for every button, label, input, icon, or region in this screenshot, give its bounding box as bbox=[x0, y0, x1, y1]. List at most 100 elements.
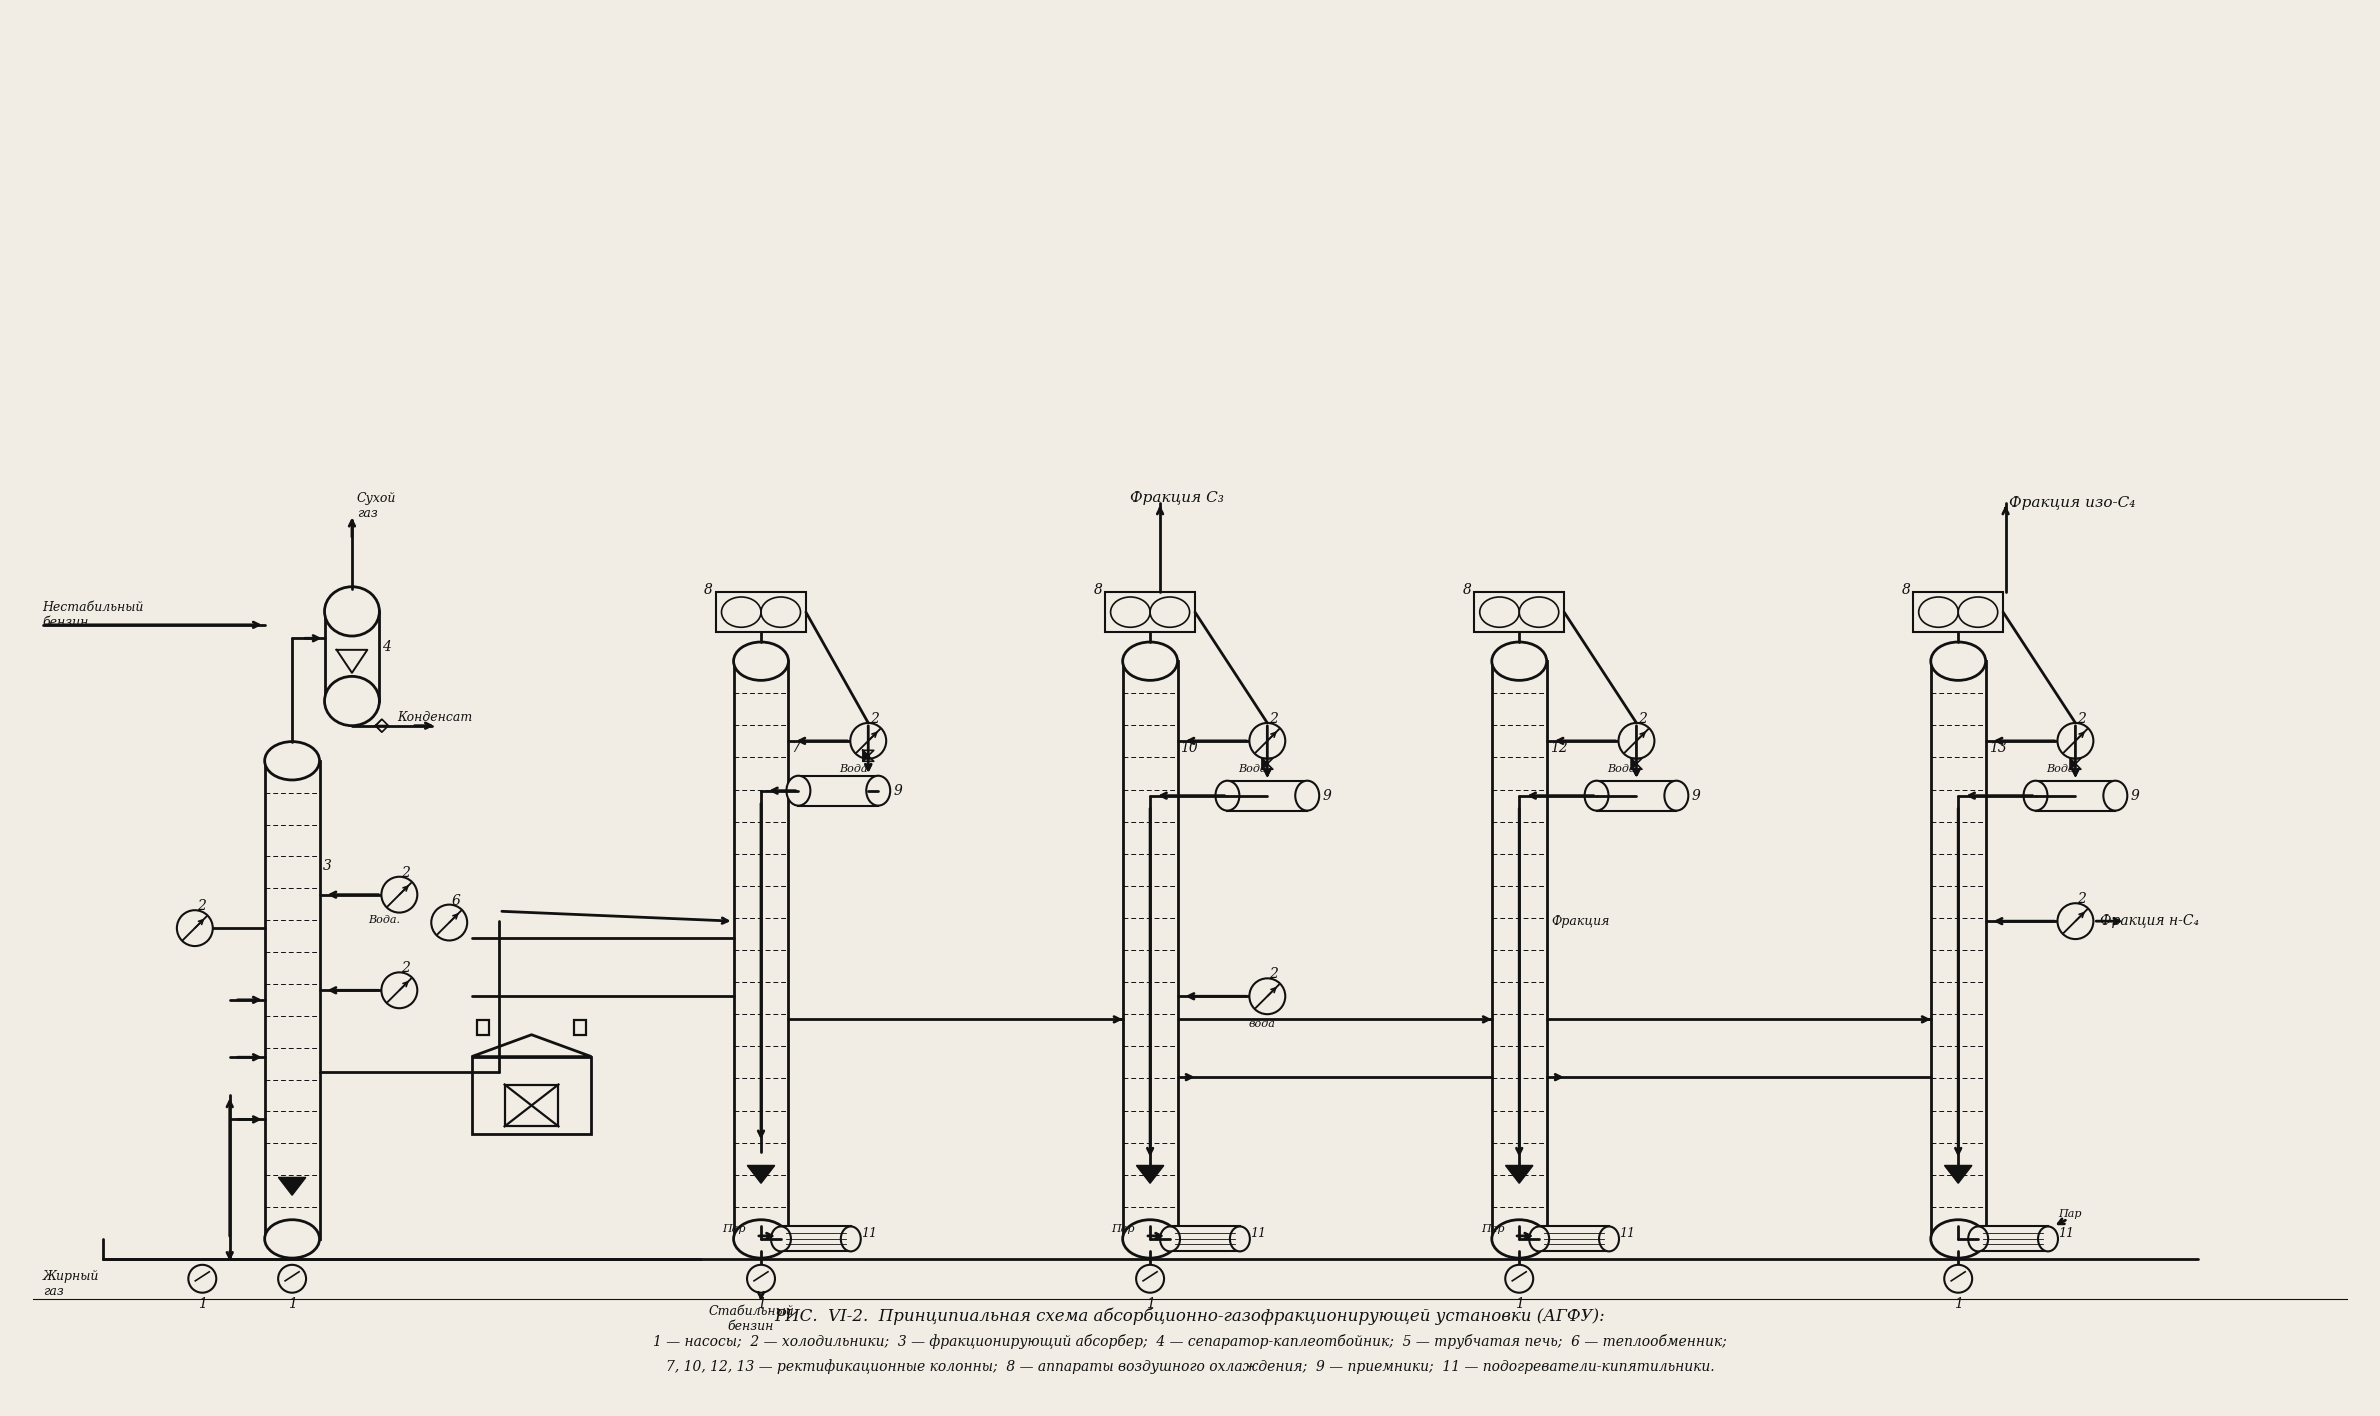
Text: 2: 2 bbox=[2078, 892, 2087, 906]
Ellipse shape bbox=[1930, 641, 1985, 680]
Text: 2: 2 bbox=[1269, 967, 1278, 981]
Circle shape bbox=[176, 910, 212, 946]
Circle shape bbox=[381, 973, 416, 1008]
Ellipse shape bbox=[1492, 641, 1547, 680]
Bar bbox=[1540, 1226, 1609, 1252]
Bar bbox=[2035, 780, 2116, 810]
Text: 1: 1 bbox=[1954, 1297, 1963, 1311]
Circle shape bbox=[1250, 978, 1285, 1014]
Bar bbox=[1978, 1226, 2049, 1252]
Polygon shape bbox=[376, 725, 381, 732]
Text: 11: 11 bbox=[1618, 1228, 1635, 1240]
Ellipse shape bbox=[1664, 780, 1687, 810]
Ellipse shape bbox=[1216, 780, 1240, 810]
Polygon shape bbox=[1507, 1165, 1533, 1184]
Text: Сухой
газ: Сухой газ bbox=[357, 491, 397, 520]
Text: 9: 9 bbox=[2130, 789, 2140, 803]
Text: Вода: Вода bbox=[1238, 763, 1266, 773]
Text: 8: 8 bbox=[1092, 583, 1102, 598]
Circle shape bbox=[2056, 903, 2094, 939]
Text: Фракция изо-C₄: Фракция изо-C₄ bbox=[2009, 496, 2135, 510]
Circle shape bbox=[850, 724, 885, 759]
Circle shape bbox=[1944, 1264, 1973, 1293]
Bar bbox=[1930, 661, 1985, 1239]
Text: 11: 11 bbox=[862, 1228, 876, 1240]
Text: 2: 2 bbox=[402, 961, 409, 976]
Ellipse shape bbox=[733, 641, 788, 680]
Text: Вода.: Вода. bbox=[369, 915, 400, 925]
Polygon shape bbox=[864, 750, 869, 762]
Circle shape bbox=[1504, 1264, 1533, 1293]
Bar bbox=[324, 612, 378, 701]
Ellipse shape bbox=[1530, 1226, 1549, 1252]
Text: Жирный
газ: Жирный газ bbox=[43, 1270, 100, 1297]
Ellipse shape bbox=[1599, 1226, 1618, 1252]
Text: Пар: Пар bbox=[724, 1223, 745, 1233]
Ellipse shape bbox=[840, 1226, 862, 1252]
Ellipse shape bbox=[1295, 780, 1319, 810]
Polygon shape bbox=[1630, 759, 1637, 769]
Text: Фракция н-C₄: Фракция н-C₄ bbox=[2102, 915, 2199, 927]
Text: 11: 11 bbox=[1250, 1228, 1266, 1240]
Polygon shape bbox=[471, 1035, 590, 1056]
Ellipse shape bbox=[2023, 780, 2047, 810]
Text: 1: 1 bbox=[288, 1297, 298, 1311]
Bar bbox=[716, 592, 807, 632]
Text: Пар: Пар bbox=[2059, 1209, 2082, 1219]
Text: 2: 2 bbox=[198, 899, 205, 913]
Text: 13: 13 bbox=[1990, 741, 2006, 755]
Text: 9: 9 bbox=[1692, 789, 1699, 803]
Text: Пар: Пар bbox=[1111, 1223, 1135, 1233]
Bar bbox=[264, 760, 319, 1239]
Polygon shape bbox=[747, 1165, 776, 1184]
Text: Фракция: Фракция bbox=[1552, 915, 1609, 927]
Text: 12: 12 bbox=[1549, 741, 1568, 755]
Text: Вода: Вода bbox=[2047, 763, 2075, 773]
Text: 8: 8 bbox=[1461, 583, 1471, 598]
Polygon shape bbox=[2071, 759, 2075, 769]
Ellipse shape bbox=[866, 776, 890, 806]
Text: Конденсат: Конденсат bbox=[397, 711, 471, 724]
Text: 3: 3 bbox=[324, 860, 331, 874]
Ellipse shape bbox=[1159, 1226, 1180, 1252]
Text: 2: 2 bbox=[1269, 712, 1278, 726]
Ellipse shape bbox=[1123, 641, 1178, 680]
Ellipse shape bbox=[771, 1226, 790, 1252]
Ellipse shape bbox=[264, 1219, 319, 1257]
Text: 2: 2 bbox=[871, 712, 878, 726]
Text: 8: 8 bbox=[704, 583, 714, 598]
Polygon shape bbox=[278, 1178, 305, 1195]
Text: 9: 9 bbox=[892, 783, 902, 797]
Text: 1: 1 bbox=[198, 1297, 207, 1311]
Bar bbox=[733, 661, 788, 1239]
Bar bbox=[781, 1226, 850, 1252]
Ellipse shape bbox=[2037, 1226, 2059, 1252]
Ellipse shape bbox=[785, 776, 809, 806]
Text: 1: 1 bbox=[757, 1297, 766, 1311]
Ellipse shape bbox=[324, 586, 378, 636]
Bar bbox=[1228, 780, 1307, 810]
Bar bbox=[1492, 661, 1547, 1239]
Text: 6: 6 bbox=[452, 893, 459, 908]
Text: 9: 9 bbox=[1323, 789, 1330, 803]
Text: 1: 1 bbox=[1514, 1297, 1523, 1311]
Text: Вода: Вода bbox=[1606, 763, 1635, 773]
Bar bbox=[1171, 1226, 1240, 1252]
Text: Нестабильный
бензин: Нестабильный бензин bbox=[43, 600, 145, 629]
Text: 8: 8 bbox=[1902, 583, 1911, 598]
Text: РИС.  VI-2.  Принципиальная схема абсорбционно-газофракционирующей установки (АГ: РИС. VI-2. Принципиальная схема абсорбци… bbox=[774, 1308, 1606, 1325]
Text: 4: 4 bbox=[383, 640, 390, 654]
Circle shape bbox=[1135, 1264, 1164, 1293]
Ellipse shape bbox=[1968, 1226, 1987, 1252]
Text: 10: 10 bbox=[1180, 741, 1197, 755]
Text: 2: 2 bbox=[2078, 712, 2087, 726]
Polygon shape bbox=[1135, 1165, 1164, 1184]
Ellipse shape bbox=[1585, 780, 1609, 810]
Text: Стабильный
бензин: Стабильный бензин bbox=[709, 1304, 795, 1332]
Text: 7, 10, 12, 13 — ректификационные колонны;  8 — аппараты воздушного охлаждения;  : 7, 10, 12, 13 — ректификационные колонны… bbox=[666, 1359, 1714, 1374]
Ellipse shape bbox=[324, 677, 378, 725]
Text: 2: 2 bbox=[402, 865, 409, 879]
Bar bbox=[1597, 780, 1676, 810]
Bar bbox=[471, 1056, 590, 1134]
Bar bbox=[505, 1085, 559, 1126]
